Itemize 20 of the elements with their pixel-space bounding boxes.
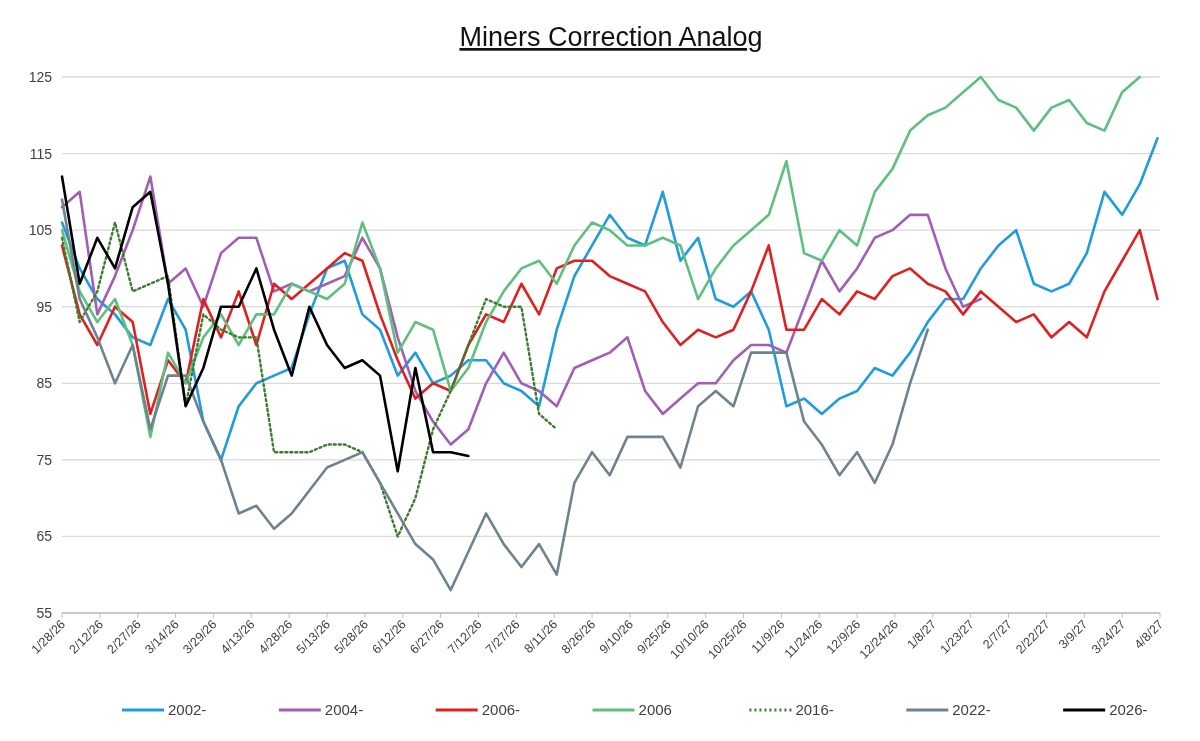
- legend-label: 2022-: [952, 701, 991, 718]
- y-tick-label: 95: [36, 298, 53, 315]
- y-tick-label: 65: [36, 528, 53, 545]
- y-tick-label: 85: [36, 375, 53, 392]
- line-series: [60, 175, 470, 473]
- legend-label: 2016-: [795, 701, 834, 718]
- legend-label: 2006: [638, 701, 672, 718]
- line-series: [60, 75, 1142, 439]
- y-tick-label: 55: [36, 605, 53, 621]
- line-series: [60, 198, 930, 592]
- legend-label: 2004-: [324, 701, 364, 718]
- legend-label: 2026-: [1109, 701, 1148, 718]
- legend-label: 2002-: [168, 701, 207, 718]
- y-tick-label: 75: [36, 451, 53, 468]
- chart-title: Miners Correction Analog: [459, 22, 763, 52]
- legend-label: 2006-: [481, 701, 521, 718]
- line-series: [60, 221, 558, 538]
- y-tick-label: 115: [29, 145, 53, 162]
- y-tick-label: 125: [28, 69, 53, 85]
- y-tick-label: 105: [28, 222, 53, 239]
